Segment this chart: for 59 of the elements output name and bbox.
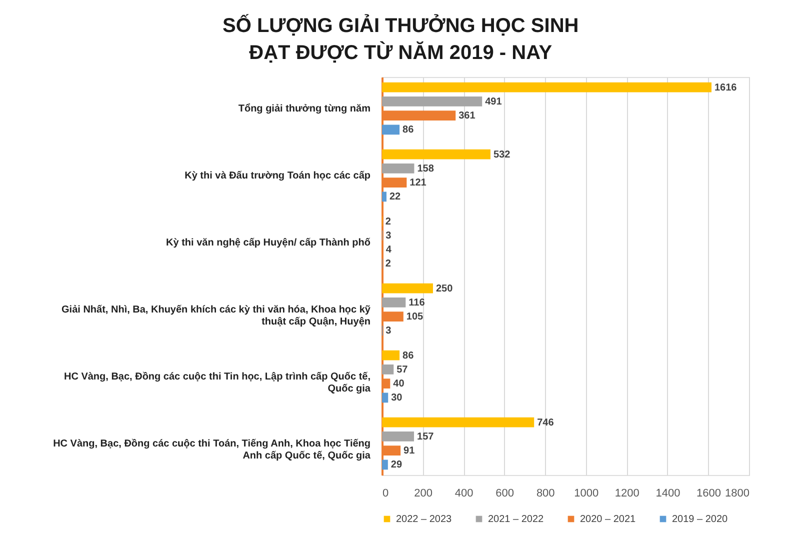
bar: [382, 96, 482, 106]
data-label: 158: [417, 163, 434, 174]
data-label: 4: [386, 244, 392, 256]
data-label: 532: [493, 149, 511, 160]
legend-label: 2020 – 2021: [580, 514, 636, 525]
chart-title: SỐ LƯỢNG GIẢI THƯỞNG HỌC SINH ĐẠT ĐƯỢC TỪ NĂM 2019 - NAY: [222, 14, 579, 64]
bar: [382, 82, 712, 92]
x-tick-label: 1800: [725, 488, 750, 500]
x-tick-label: 1000: [574, 488, 599, 500]
bar: [382, 417, 534, 428]
data-label: 3: [386, 326, 392, 337]
bar: [382, 364, 394, 374]
x-tick-label: 400: [454, 488, 474, 500]
y-tick-label: Kỳ thi và Đấu trường Toán học các cấp: [184, 170, 370, 182]
data-label: 86: [402, 124, 414, 136]
legend-label: 2019 – 2020: [672, 514, 728, 525]
x-tick-label: 800: [536, 488, 555, 500]
x-tick-label: 1200: [614, 488, 640, 500]
data-label: 491: [485, 96, 502, 108]
x-tick-label: 200: [414, 488, 432, 500]
bar: [382, 460, 388, 470]
legend-label: 2021 – 2022: [488, 514, 544, 525]
bar: [382, 350, 400, 360]
legend-label: 2022 – 2023: [396, 514, 452, 525]
data-label: 57: [396, 364, 408, 376]
data-label: 250: [436, 283, 454, 294]
data-label: 105: [406, 312, 424, 323]
data-label: 30: [391, 392, 403, 404]
data-label: 22: [389, 192, 402, 203]
data-label: 91: [404, 446, 416, 457]
data-label: 3: [386, 230, 392, 242]
data-label: 116: [408, 297, 426, 308]
bar: [382, 297, 406, 308]
data-label: 121: [410, 178, 427, 189]
data-label: 157: [417, 431, 434, 442]
x-tick-label: 1600: [696, 488, 721, 500]
bar: [382, 283, 433, 294]
data-label: 40: [393, 378, 405, 390]
bar: [382, 124, 400, 135]
y-tick-label: Kỳ thi văn nghệ cấp Huyện/ cấp Thành phố: [166, 238, 370, 248]
x-tick-label: 600: [496, 488, 514, 500]
y-tick-label: HC Vàng, Bạc, Đồng các cuộc thi Toán, Tiếng Anh, Khoa học Tiếng Anh cấp Quốc tế, Quốc gia: [53, 438, 371, 462]
x-tick-label: 0: [382, 488, 389, 500]
data-label: 29: [390, 460, 402, 471]
data-label: 746: [537, 417, 554, 428]
data-label: 1616: [714, 82, 738, 94]
y-tick-label: Giải Nhất, Nhì, Ba, Khuyến khích các kỳ thi văn hóa, Khoa học kỹ thuật cấp Quận, Huyện: [62, 304, 371, 328]
bar: [382, 163, 414, 174]
bar: [382, 149, 490, 160]
bar: [382, 192, 386, 202]
data-label: 86: [402, 350, 414, 362]
y-tick-label: HC Vàng, Bạc, Đồng các cuộc thi Tin học, Lập trình cấp Quốc tế, Quốc gia: [64, 372, 371, 395]
data-label: 2: [385, 258, 392, 270]
x-tick-label: 1400: [656, 488, 680, 500]
data-label: 361: [458, 110, 476, 122]
y-tick-label: Tổng giải thưởng từng năm: [238, 102, 371, 114]
bar: [382, 432, 414, 442]
data-label: 2: [385, 216, 392, 228]
bar: [382, 392, 388, 403]
